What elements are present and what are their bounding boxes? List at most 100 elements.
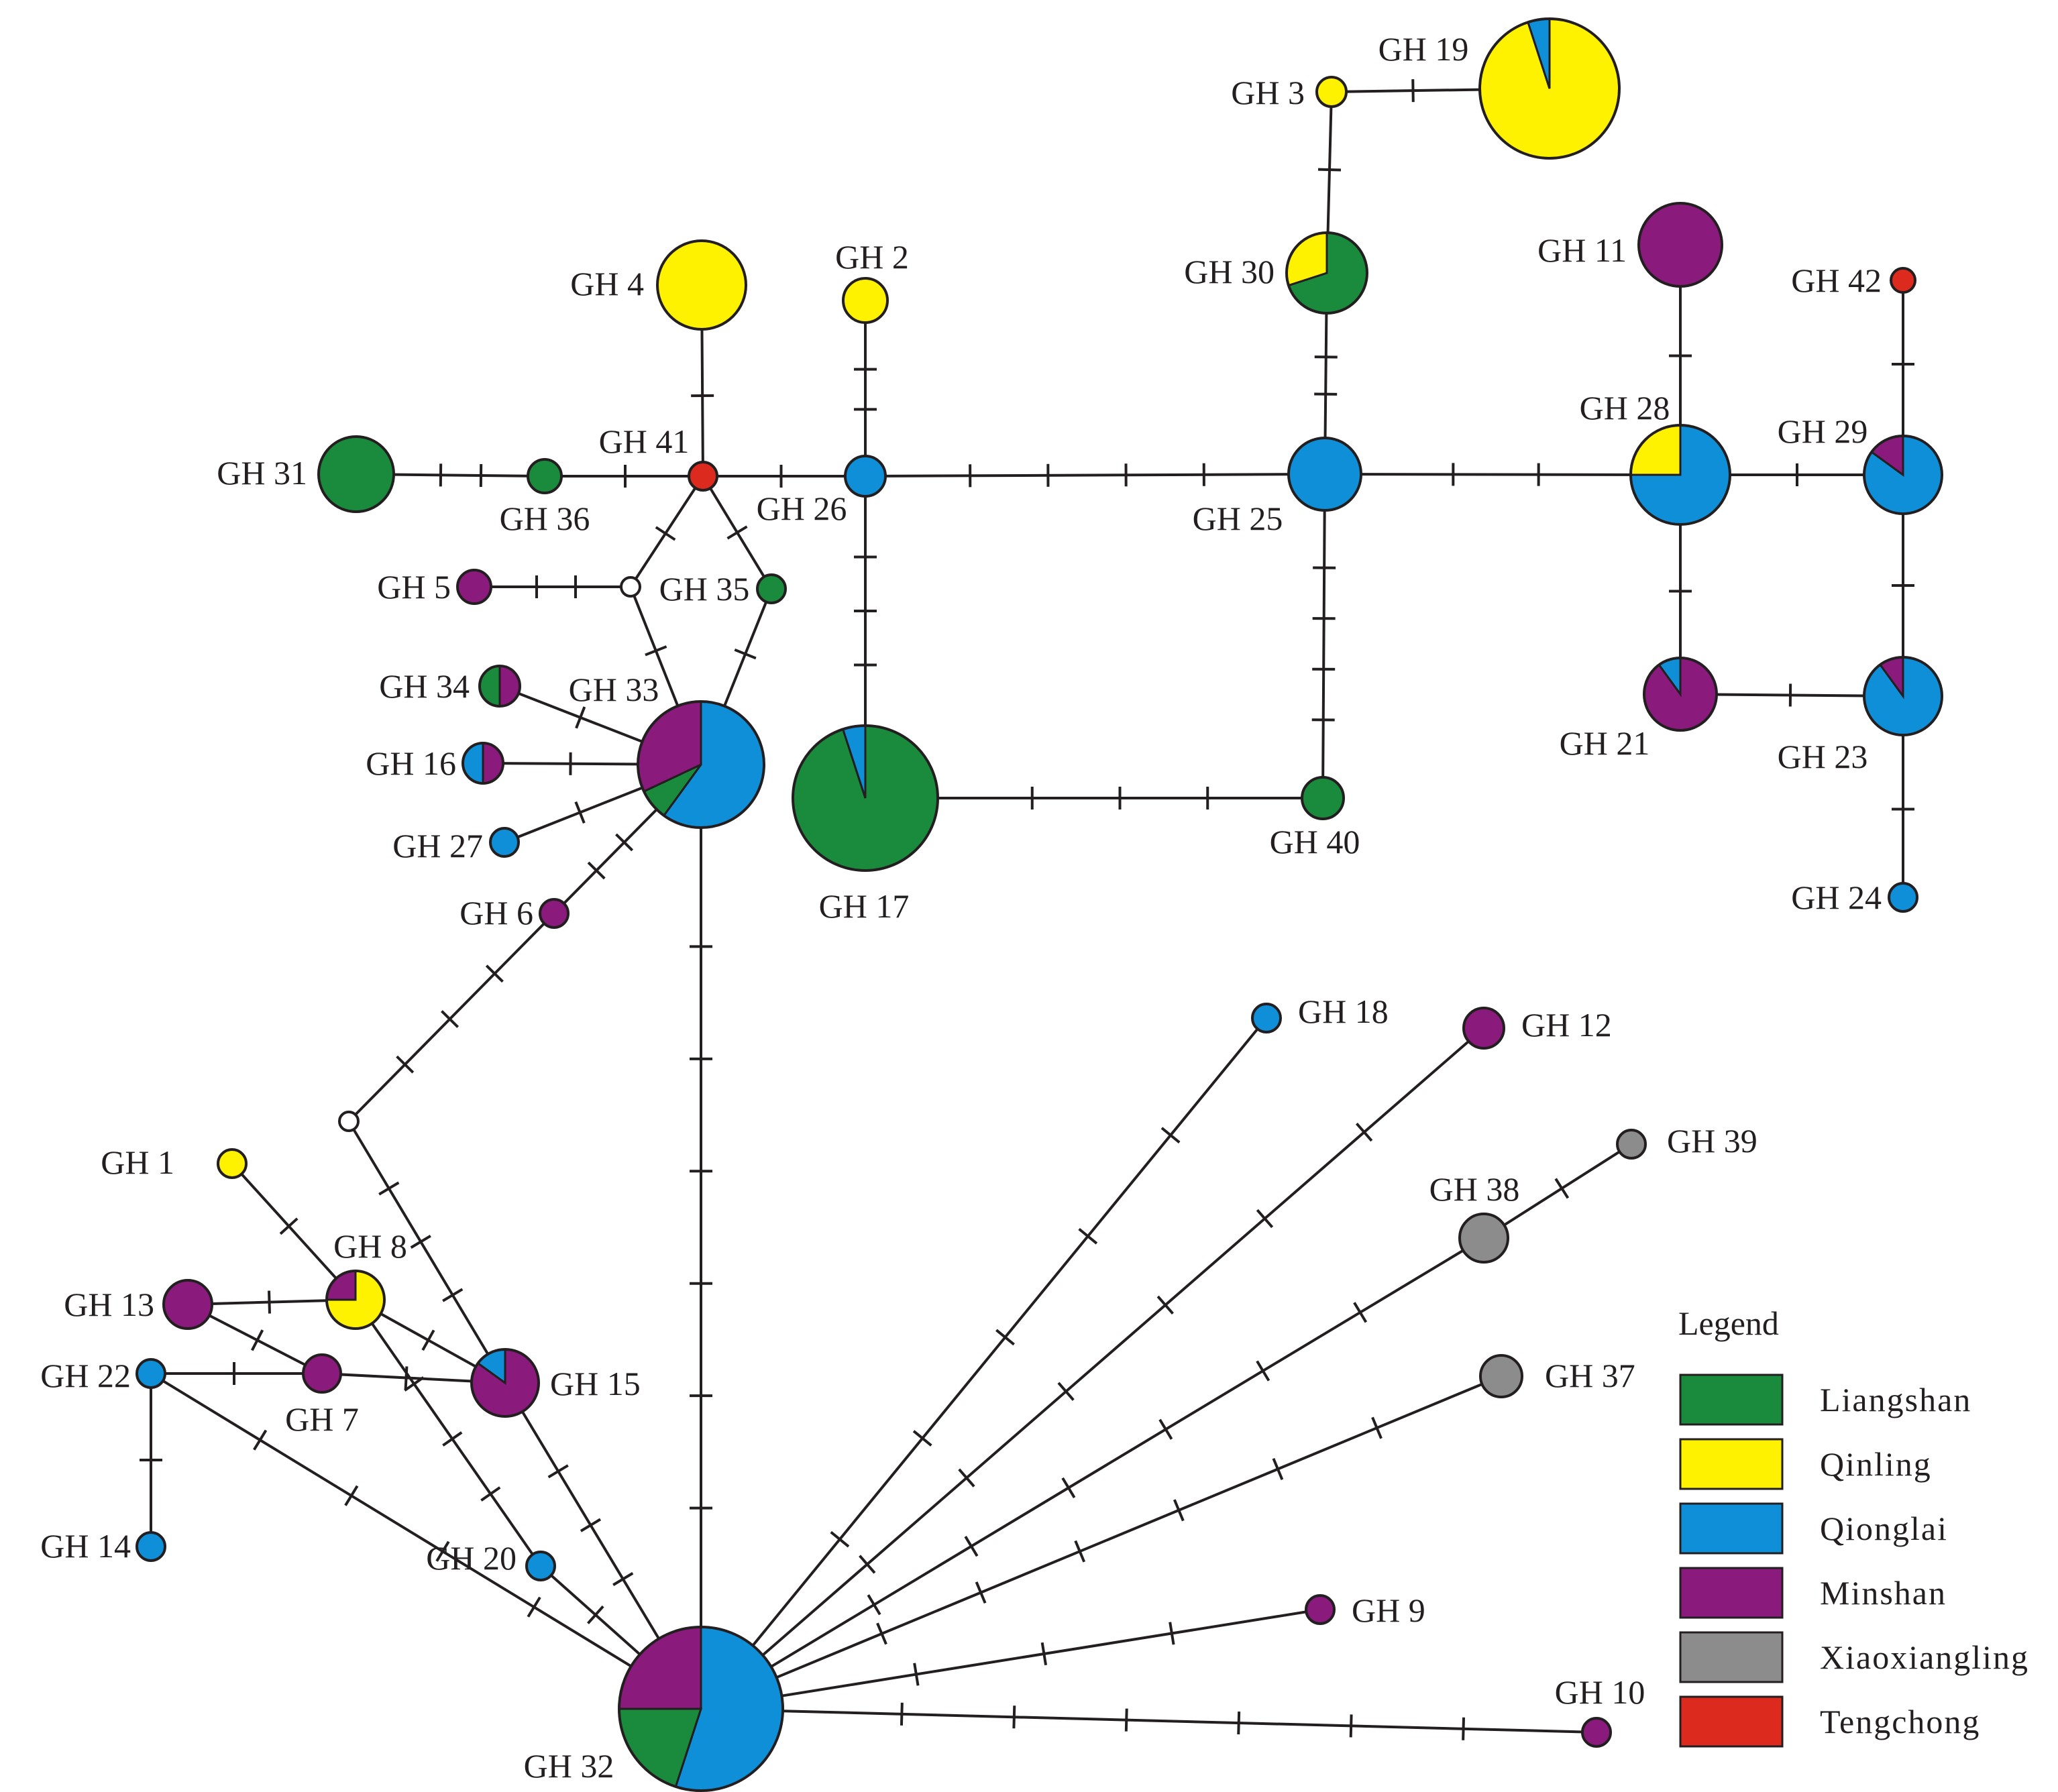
haplotype-label: GH 37	[1545, 1357, 1635, 1394]
legend-label: Liangshan	[1820, 1381, 1971, 1418]
haplotype-slice	[525, 1551, 556, 1581]
mutation-tick	[575, 706, 586, 729]
legend-items: Liangshan Qinling Qionglai Minshan Xiaoxiang…	[1679, 1374, 2029, 1748]
edge-GH12-GH32	[700, 1027, 1485, 1710]
mutation-tick	[1078, 1227, 1098, 1245]
mutation-tick	[1355, 1122, 1373, 1142]
mutation-tick	[586, 1605, 604, 1624]
haplotype-gh26	[844, 455, 887, 498]
edge-GH2-GH26	[854, 300, 877, 476]
edge-GH41-GH26	[703, 465, 865, 488]
legend-item-tengchong: Tengchong	[1679, 1695, 1979, 1748]
edge-line	[629, 475, 704, 588]
edge-line	[1324, 473, 1681, 476]
mutation-tick	[1554, 1178, 1570, 1199]
haplotype-slice	[498, 665, 521, 708]
edge-GH1-GH8	[231, 1162, 357, 1301]
edge-line	[347, 912, 555, 1123]
haplotype-slice	[1479, 1354, 1523, 1398]
haplotype-gh14	[136, 1531, 166, 1562]
haplotype-label: GH 28	[1580, 389, 1670, 427]
edge-GH8-GH20	[354, 1298, 542, 1567]
haplotype-outline	[470, 1348, 540, 1418]
haplotype-slice	[162, 1279, 213, 1330]
mutation-tick	[958, 1468, 975, 1488]
edge-line	[231, 1162, 357, 1301]
haplotype-gh33	[637, 700, 765, 829]
haplotype-label: GH 25	[1193, 500, 1283, 537]
haplotype-label: GH 15	[550, 1365, 641, 1402]
haplotype-label: GH 13	[64, 1286, 154, 1323]
mutation-tick	[1173, 1499, 1185, 1522]
edge-line	[700, 1027, 1485, 1710]
mutation-tick	[975, 1581, 987, 1604]
mutation-tick	[995, 1329, 1015, 1346]
haplotype-slice	[317, 435, 395, 513]
mutation-tick	[734, 648, 757, 660]
mutation-tick	[587, 861, 606, 880]
haplotype-outline	[792, 724, 939, 872]
haplotype-label: GH 2	[835, 238, 909, 276]
legend-label: Qinling	[1820, 1445, 1932, 1483]
legend-swatch	[1679, 1438, 1784, 1490]
haplotype-label: GH 1	[101, 1143, 174, 1181]
legend-item-qinling: Qinling	[1679, 1438, 1932, 1490]
edge-line	[347, 1120, 506, 1384]
haplotype-label: GH 36	[500, 500, 590, 537]
haplotype-label: GH 23	[1778, 738, 1868, 775]
haplotype-slice	[1251, 1003, 1282, 1033]
edge-GH36-GH41	[545, 465, 703, 488]
haplotype-label: GH 34	[379, 667, 470, 705]
haplotype-label: GH 12	[1521, 1006, 1612, 1044]
legend-item-qionglai: Qionglai	[1679, 1502, 1947, 1555]
haplotype-gh19	[1478, 17, 1621, 160]
haplotype-slice	[456, 569, 492, 605]
haplotype-gh36	[527, 458, 563, 494]
haplotype-label: GH 9	[1352, 1591, 1425, 1629]
legend-swatch	[1679, 1631, 1784, 1683]
mutation-tick	[404, 1366, 409, 1390]
mutation-tick	[1462, 1717, 1466, 1740]
haplotype-outline	[1285, 231, 1368, 315]
mutation-tick	[1061, 1477, 1076, 1499]
haplotype-slice	[756, 573, 787, 604]
haplotype-label: GH 14	[40, 1527, 131, 1565]
mutation-tick	[1158, 1418, 1173, 1440]
mutation-tick	[480, 1486, 501, 1502]
mutation-tick	[410, 1235, 431, 1249]
edge-GH22-GH14	[140, 1374, 162, 1547]
edge-GH38-GH32	[700, 1237, 1485, 1710]
edge-line	[700, 1608, 1321, 1710]
edge-GH22-GH32	[150, 1372, 702, 1710]
haplotype-label: GH 22	[40, 1357, 131, 1394]
median-vector-node	[338, 1111, 360, 1132]
haplotype-slice	[688, 461, 718, 492]
nodes-layer	[136, 17, 1943, 1792]
mutation-tick	[485, 964, 504, 983]
edge-line	[700, 1707, 1597, 1734]
haplotype-label: GH 29	[1778, 412, 1868, 450]
mutation-tick	[547, 1464, 569, 1479]
edge-line	[1321, 473, 1326, 799]
edge-GH6-mv2	[347, 912, 555, 1123]
haplotype-gh9	[1305, 1594, 1336, 1625]
mutation-tick	[574, 801, 586, 824]
haplotype-slice	[462, 742, 484, 785]
haplotype-slice	[1890, 267, 1916, 294]
mutation-tick	[726, 525, 748, 540]
mutation-tick	[1169, 1622, 1175, 1645]
haplotype-label: GH 35	[659, 570, 750, 608]
edge-GH39-GH38	[1482, 1143, 1633, 1239]
legend-label: Xiaoxiangling	[1820, 1638, 2029, 1676]
haplotype-label: GH 10	[1555, 1673, 1645, 1711]
haplotype-label: GH 21	[1560, 724, 1650, 762]
edge-mv2-GH15	[347, 1120, 506, 1384]
haplotype-gh22	[136, 1358, 166, 1389]
haplotype-gh42	[1890, 267, 1916, 294]
haplotype-gh20	[525, 1551, 556, 1581]
mutation-tick	[250, 1329, 264, 1351]
haplotype-gh15	[470, 1348, 540, 1418]
mutation-tick	[1237, 1711, 1241, 1735]
haplotype-gh30	[1285, 231, 1368, 315]
